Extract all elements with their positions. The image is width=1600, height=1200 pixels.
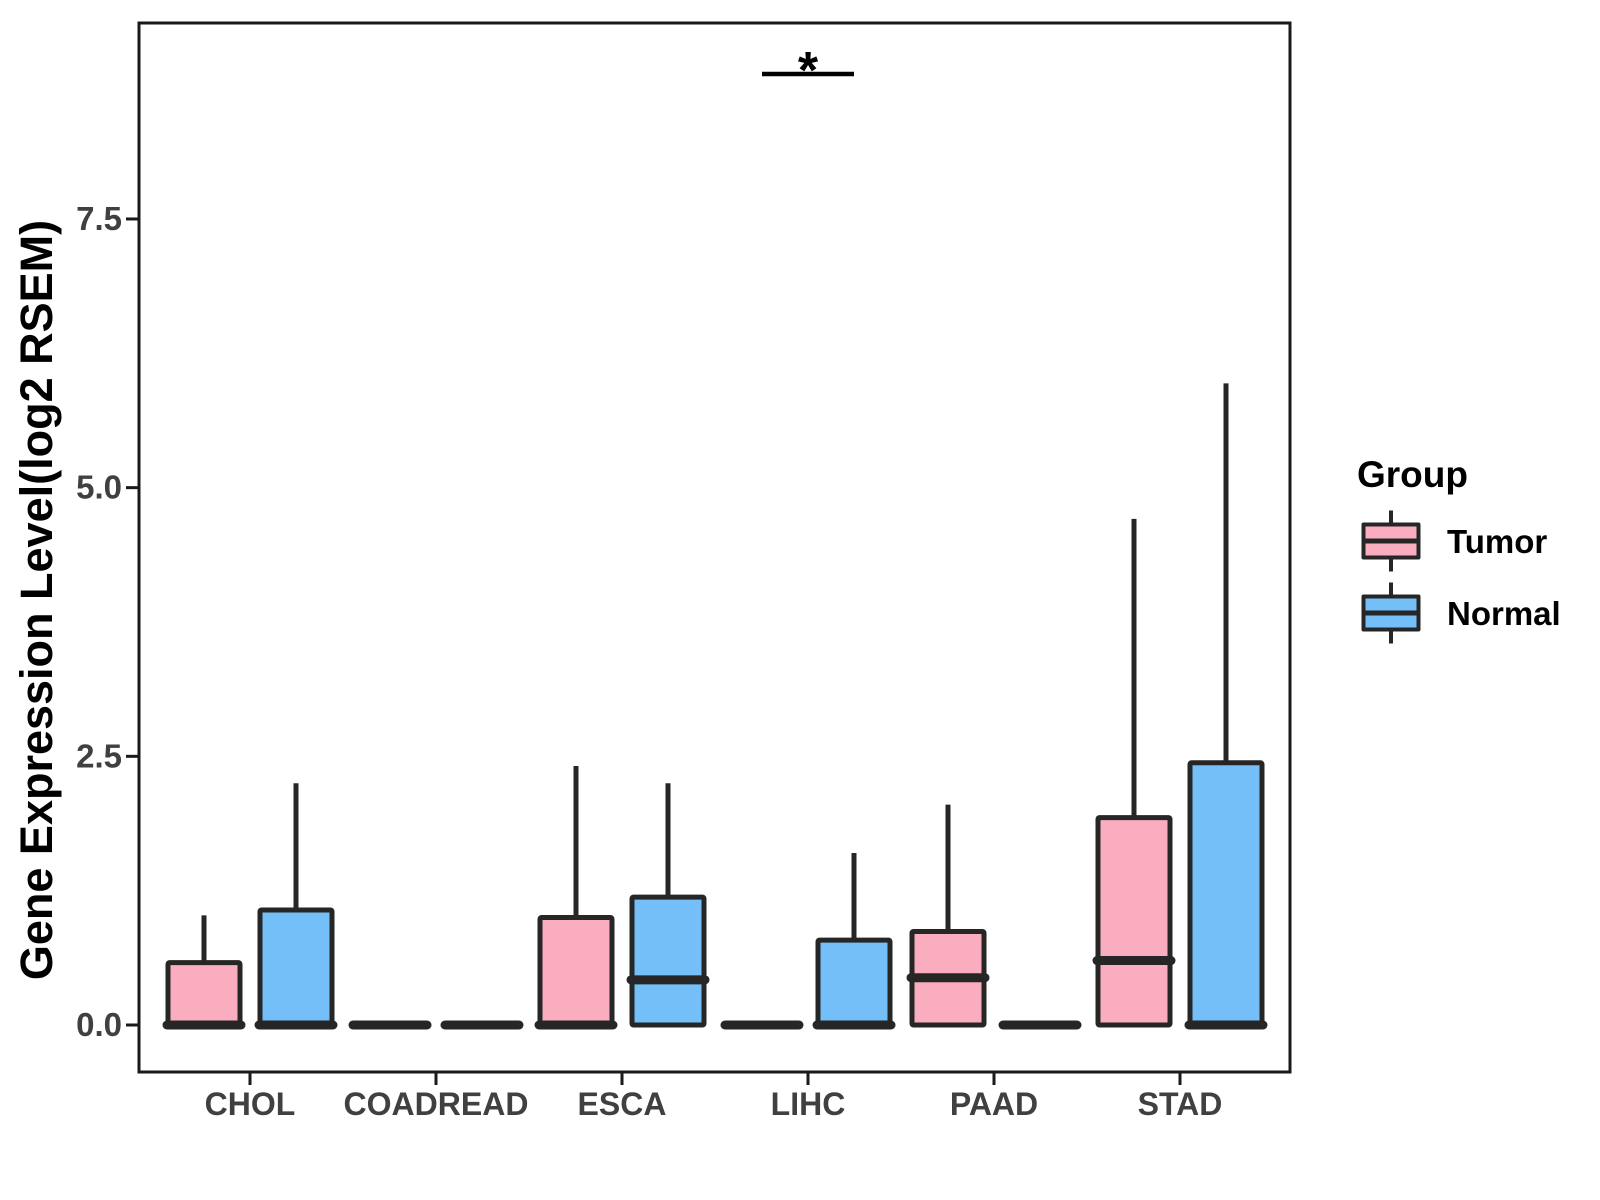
y-tick-label-0.0: 0.0 <box>76 1006 122 1043</box>
box-tumor-ESCA <box>537 915 615 1028</box>
x-axis-label-ESCA: ESCA <box>578 1086 667 1122</box>
x-axis-label-LIHC: LIHC <box>771 1086 846 1122</box>
box-tumor-STAD <box>1095 815 1173 1028</box>
y-tick-label-5.0: 5.0 <box>76 469 122 506</box>
legend-glyph-tumor <box>1361 510 1421 572</box>
x-axis-label-STAD: STAD <box>1138 1086 1223 1122</box>
box-normal-CHOL <box>257 907 335 1028</box>
x-axis-label-COADREAD: COADREAD <box>344 1086 529 1122</box>
legend-glyph-normal <box>1361 582 1421 644</box>
y-tick-label-2.5: 2.5 <box>76 737 122 774</box>
significance-star: * <box>798 42 819 100</box>
legend-label-normal: Normal <box>1447 595 1561 632</box>
box-tumor-CHOL <box>165 960 243 1028</box>
x-axis-label-CHOL: CHOL <box>205 1086 296 1122</box>
y-axis-title: Gene Expression Level(log2 RSEM) <box>11 220 62 980</box>
legend-title: Group <box>1357 454 1468 495</box>
y-tick-label-7.5: 7.5 <box>76 200 122 237</box>
box-normal-STAD <box>1187 760 1265 1028</box>
box-normal-LIHC <box>815 937 893 1028</box>
box-normal-ESCA <box>629 894 707 1028</box>
legend-label-tumor: Tumor <box>1447 523 1547 560</box>
plot-panel <box>137 21 1292 1074</box>
x-axis-label-PAAD: PAAD <box>950 1086 1038 1122</box>
